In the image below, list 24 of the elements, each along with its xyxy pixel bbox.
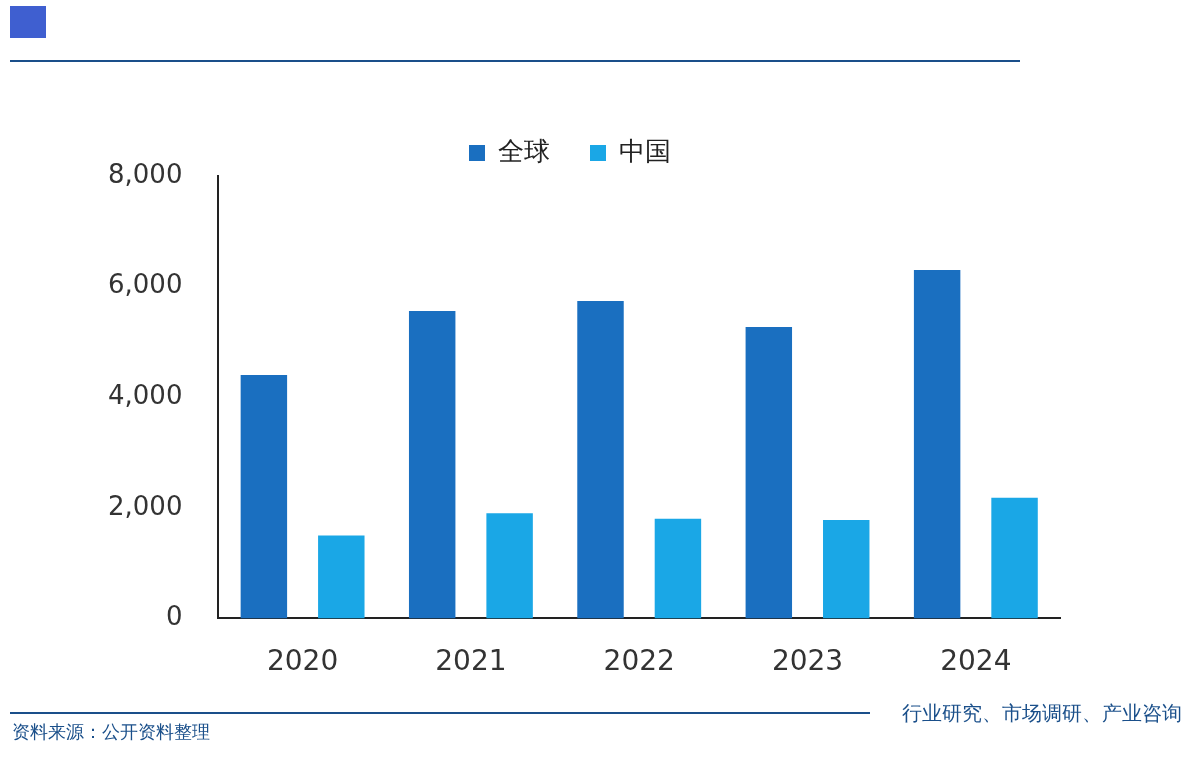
y-tick-label: 0	[165, 601, 183, 632]
text: 行业研究、市场调研、产业咨询	[902, 700, 1182, 727]
x-tick-label: 2022	[603, 644, 675, 678]
x-tick-label: 2024	[940, 644, 1012, 678]
bar	[577, 300, 624, 619]
y-tick-label: 4,000	[108, 379, 183, 410]
bar	[654, 518, 702, 619]
x-tick-label: 2023	[771, 644, 844, 678]
bar	[486, 513, 533, 619]
x-tick-label: 2021	[435, 644, 507, 678]
y-tick-label: 2,000	[108, 490, 183, 521]
bar	[240, 375, 288, 619]
x-tick-label: 2020	[266, 644, 339, 678]
legend-label: 全球	[498, 135, 550, 166]
y-tick-label: 8,000	[108, 158, 183, 189]
text: 资料来源：公开资料整理	[12, 720, 210, 744]
y-tick-label: 6,000	[108, 269, 183, 300]
bar	[913, 270, 961, 619]
bar	[408, 310, 456, 619]
bar	[745, 326, 793, 619]
bar	[991, 497, 1038, 619]
bar	[318, 535, 365, 619]
bar	[823, 519, 870, 619]
legend-label: 中国	[619, 135, 671, 166]
